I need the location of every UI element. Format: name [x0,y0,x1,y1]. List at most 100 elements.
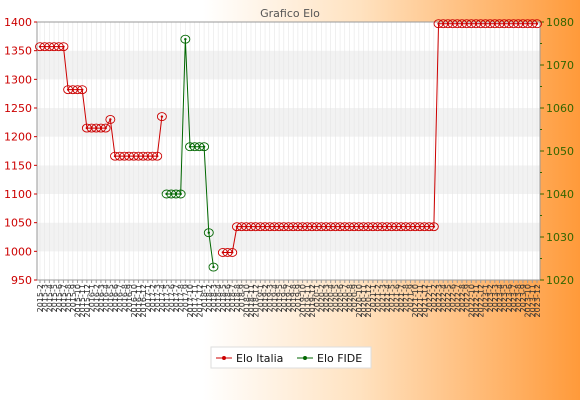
data-point-dot [535,22,539,25]
x-tick-label: 2016-4 [102,284,111,312]
x-tick-label: 2016-7 [116,284,125,312]
x-tick-label: 2018-7 [228,284,237,312]
x-tick-label: 2019-4 [270,284,279,312]
vertical-grid [36,21,541,281]
data-point-dot [62,45,65,48]
series-elo-italia [35,19,542,257]
x-tick-label: 2015-3 [41,284,50,312]
x-tick-label: 2020-6 [336,284,345,312]
x-tick-label: 2018-2 [205,284,214,312]
series-layer [35,19,542,272]
x-tick-label: 2017-10 [186,284,195,317]
x-tick-label: 2015-10 [74,284,83,317]
right-tick-label: 1070 [546,59,574,72]
x-tick-label: 2022-1 [425,284,434,312]
legend-item-elo-fide[interactable]: Elo FIDE [297,352,362,365]
right-tick-label: 1050 [546,145,574,158]
data-point[interactable] [208,262,219,272]
x-tick-label: 2023-8 [514,284,523,312]
x-tick-label: 2020-12 [364,284,373,317]
data-point-dot [160,115,164,118]
data-point-dot [207,231,210,234]
x-tick-label: 2018-5 [219,284,228,312]
data-point[interactable] [58,42,69,52]
left-tick-label: 1400 [4,16,32,29]
x-tick-label: 2023-12 [533,284,542,317]
x-tick-label: 2021-7 [397,284,406,312]
data-point[interactable] [532,19,542,29]
chart-title: Grafico Elo [260,7,320,20]
x-tick-label: 2020-3 [322,284,331,312]
x-tick-label: 2016-1 [88,284,97,312]
legend-swatch-marker [303,356,307,360]
data-point-dot [212,265,215,269]
x-tick-label: 2017-3 [153,284,162,312]
legend-item-elo-italia[interactable]: Elo Italia [216,352,283,365]
x-tick-label: 2019-10 [299,284,308,317]
x-tick-label: 2016-12 [139,284,148,317]
legend-box [210,346,372,369]
x-tick-label: 2023-3 [491,284,500,312]
x-tick-label: 2018-10 [242,284,251,317]
data-point-dot [202,145,206,148]
x-tick-label: 2017-4 [158,284,167,312]
x-tick-label: 2021-2 [374,284,383,312]
left-tick-label: 1300 [4,73,32,86]
data-point[interactable] [105,115,116,124]
data-point[interactable] [152,151,163,161]
x-tick-label: 2015-7 [59,284,68,312]
x-tick-label: 2021-6 [392,284,401,312]
legend-label: Elo Italia [236,352,283,365]
x-tick-label: 2016-9 [125,284,134,312]
data-point[interactable] [156,112,167,122]
x-tick-label: 2021-10 [411,284,420,317]
right-tick-label: 1060 [546,102,574,115]
data-point[interactable] [77,85,88,95]
x-tick-label: 2021-12 [420,284,429,317]
x-tick-label: 2020-8 [345,284,354,312]
data-point[interactable] [428,222,439,232]
data-point[interactable] [175,189,186,199]
data-point[interactable] [227,248,238,257]
x-tick-label: 2019-12 [308,284,317,317]
x-tick-label: 2019-11 [303,284,312,317]
x-tick-label: 2021-4 [383,284,392,312]
x-tick-label: 2018-4 [214,284,223,312]
legend[interactable]: Elo Italia Elo FIDE [210,346,372,369]
data-point[interactable] [203,228,214,238]
x-tick-label: 2023-10 [524,284,533,317]
x-tick-label: 2022-4 [439,284,448,312]
x-tick-label: 2016-6 [111,284,120,312]
left-axis: 950 1000 1050 1100 1150 1200 1250 1300 1350 1400 [4,16,37,287]
x-tick-label: 2016-8 [120,284,129,312]
x-tick-label: 2022-6 [449,284,458,312]
left-tick-label: 1200 [4,131,32,144]
x-tick-label: 2015-12 [83,284,92,317]
x-tick-label: 2017-12 [195,284,204,317]
left-tick-label: 1100 [4,188,32,201]
x-tick-label: 2022-11 [472,284,481,317]
x-tick-label: 2016-11 [134,284,143,317]
x-tick-label: 2021-3 [378,284,387,312]
x-tick-label: 2020-1 [313,284,322,312]
x-tick-label: 2015-11 [78,284,87,317]
x-tick-label: 2019-5 [275,284,284,312]
data-point-dot [104,126,107,130]
left-tick-label: 1150 [4,159,32,172]
x-tick-label: 2020-4 [327,284,336,312]
x-tick-label: 2020-2 [317,284,326,312]
x-tick-label: 2021-8 [402,284,411,312]
x-tick-label: 2018-12 [252,284,261,317]
x-tick-label: 2023-11 [528,284,537,317]
data-point[interactable] [199,142,210,152]
x-tick-label: 2022-9 [463,284,472,312]
data-point[interactable] [180,34,191,44]
data-point[interactable] [100,123,111,133]
x-tick-label: 2022-5 [444,284,453,312]
x-tick-label: 2022-3 [435,284,444,312]
x-tick-label: 2022-2 [430,284,439,312]
x-tick-label: 2019-6 [280,284,289,312]
data-point-dot [184,38,187,41]
x-tick-label: 2020-11 [360,284,369,317]
